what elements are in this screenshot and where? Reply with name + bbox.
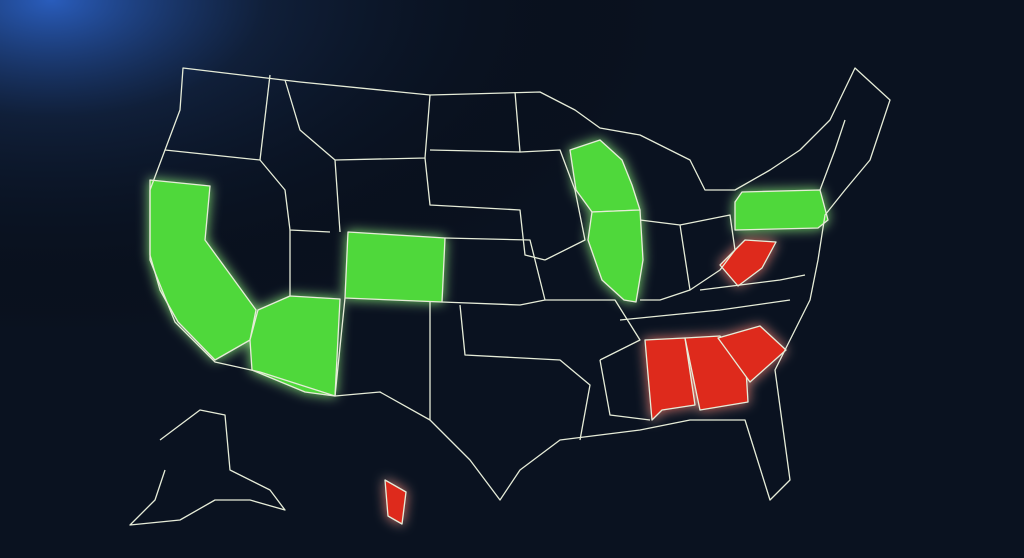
- state-borders: [129, 67, 891, 526]
- state-line: [545, 299, 641, 361]
- state-hawaii: [384, 479, 407, 525]
- alaska-outline: [129, 409, 286, 526]
- state-line: [699, 274, 806, 291]
- state-pennsylvania: [734, 189, 829, 231]
- state-line: [259, 74, 271, 161]
- state-line: [284, 79, 341, 233]
- state-illinois: [587, 209, 644, 303]
- state-line: [424, 157, 546, 261]
- state-line: [679, 214, 736, 291]
- state-arizona: [249, 295, 341, 397]
- us-outline: [149, 67, 891, 501]
- state-line: [619, 299, 791, 321]
- state-colorado: [344, 231, 446, 303]
- state-alabama: [644, 337, 696, 421]
- state-line: [819, 119, 846, 191]
- state-line: [519, 149, 586, 261]
- state-south-carolina: [717, 325, 787, 383]
- state-line: [334, 297, 346, 397]
- state-line: [459, 304, 591, 441]
- state-wisconsin: [569, 139, 641, 213]
- highlighted-states: [149, 139, 829, 525]
- state-line: [164, 149, 331, 233]
- state-line: [599, 359, 651, 421]
